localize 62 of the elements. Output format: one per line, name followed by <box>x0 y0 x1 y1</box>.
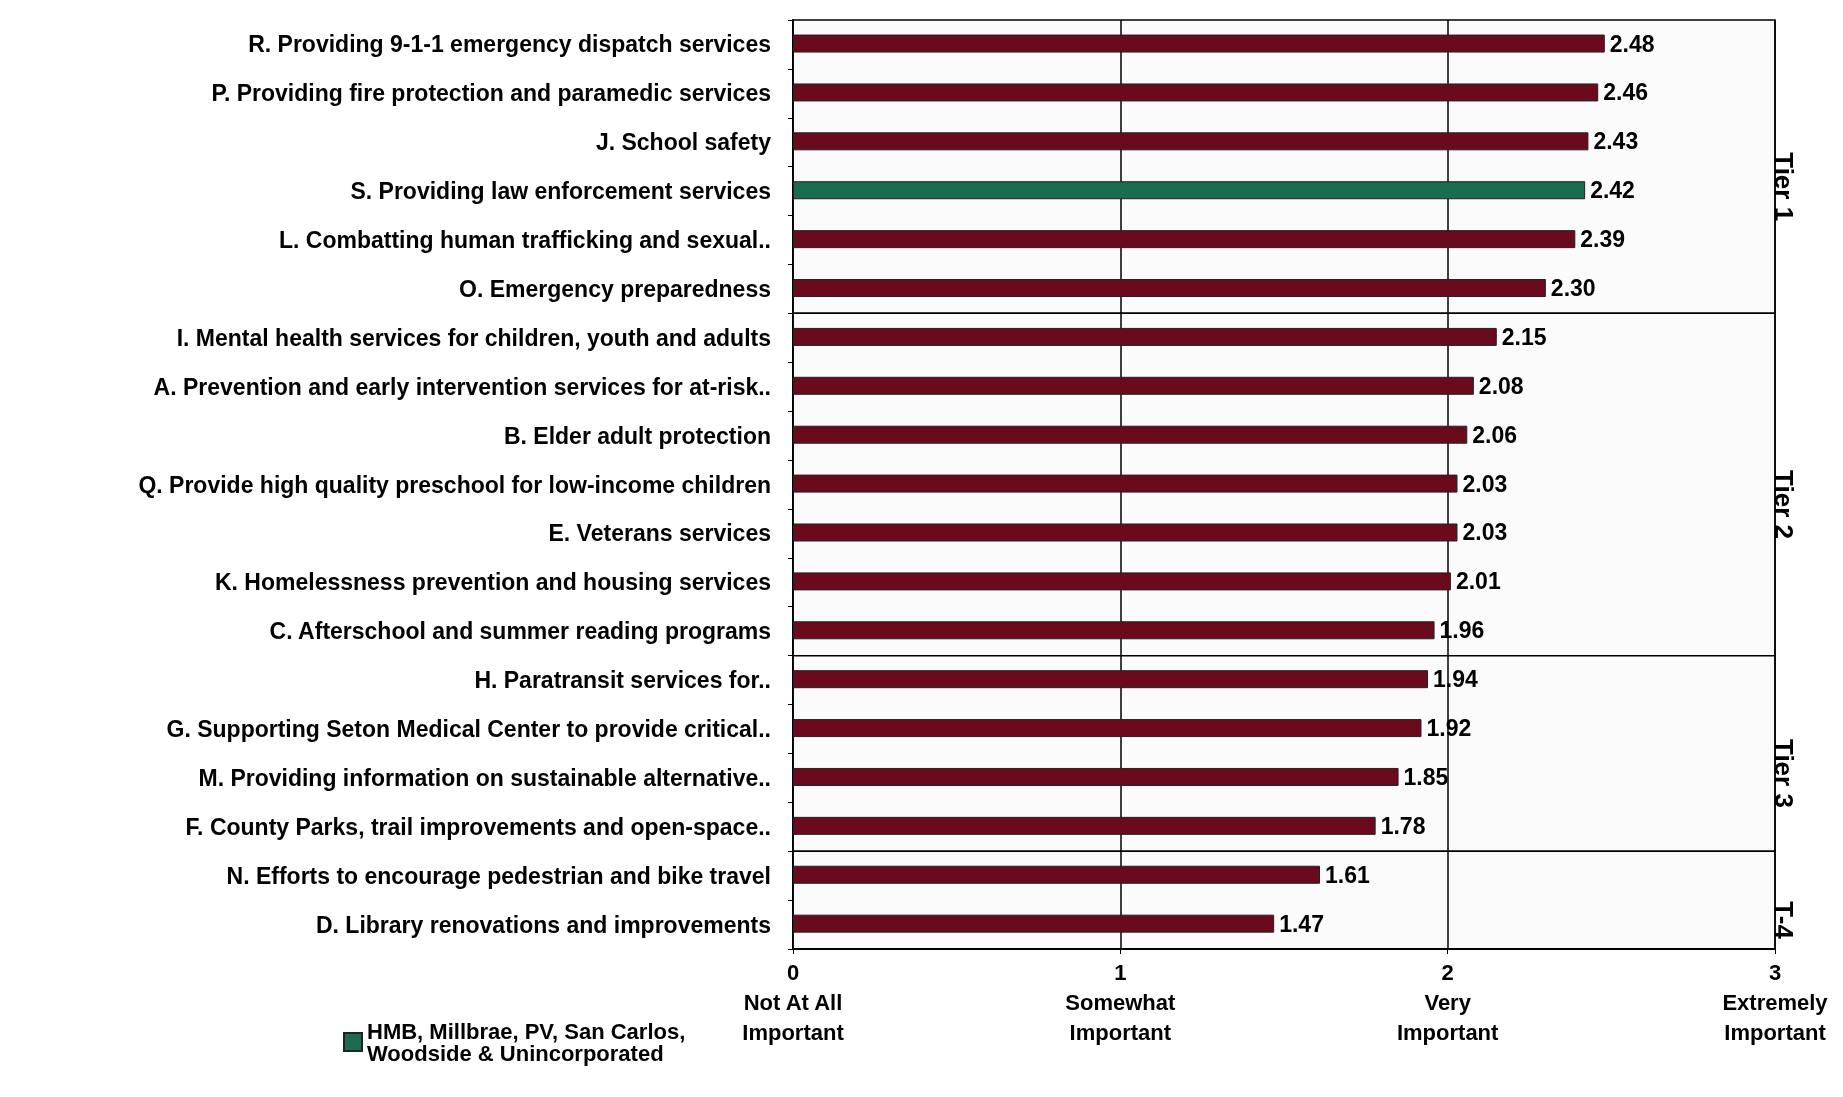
bar <box>793 34 1605 53</box>
bar <box>793 279 1546 298</box>
y-tick-label: S. Providing law enforcement services <box>350 178 771 205</box>
data-label: 2.08 <box>1478 372 1524 399</box>
y-tick-label: P. Providing fire protection and paramedic services <box>211 80 771 107</box>
x-tick-label: 1 Somewhat Important <box>1065 959 1177 1045</box>
x-tick-label: 2 Very Important <box>1396 959 1500 1045</box>
band-label: Tier 2 <box>1768 470 1799 539</box>
data-label: 2.43 <box>1593 128 1639 155</box>
data-label: 2.01 <box>1455 568 1501 595</box>
bar <box>793 523 1458 542</box>
y-tick-label: R. Providing 9-1-1 emergency dispatch services <box>248 31 771 58</box>
y-tick-label: L. Combatting human trafficking and sexual.. <box>279 227 771 254</box>
bar <box>793 767 1399 786</box>
bar <box>793 670 1429 689</box>
band-label: Tier 3 <box>1768 738 1799 808</box>
bar <box>793 230 1576 249</box>
data-label: 1.47 <box>1279 910 1324 937</box>
bar <box>793 132 1589 151</box>
data-label: 2.42 <box>1590 177 1635 204</box>
data-label: 2.06 <box>1472 421 1518 448</box>
y-tick-label: D. Library renovations and improvements <box>315 911 771 938</box>
y-tick-label: Q. Provide high quality preschool for low-income children <box>138 471 771 498</box>
legend-label: HMB, Millbrae, PV, San Carlos, Woodside & Unincorporated <box>367 1018 686 1066</box>
bar <box>793 474 1458 493</box>
band-label: T-4 <box>1768 901 1799 940</box>
data-label: 2.03 <box>1462 519 1508 546</box>
data-label: 2.39 <box>1580 226 1626 253</box>
y-tick-label: A. Prevention and early intervention services for at-risk.. <box>153 373 771 400</box>
x-tick-label: 3 Extremely Important <box>1722 959 1829 1045</box>
bar <box>793 865 1321 884</box>
y-tick-label: N. Efforts to encourage pedestrian and bike travel <box>226 862 771 889</box>
y-tick-label: F. County Parks, trail improvements and open-space.. <box>185 813 771 840</box>
x-tick-label: 0 Not At All Important <box>742 959 845 1045</box>
bar <box>793 327 1497 346</box>
y-tick-label: E. Veterans services <box>548 520 771 547</box>
y-tick-label: M. Providing information on sustainable alternative.. <box>198 764 771 791</box>
data-label: 1.61 <box>1325 861 1370 888</box>
y-tick-label: I. Mental health services for children, youth and adults <box>176 324 771 351</box>
bar <box>793 621 1435 640</box>
band-label: Tier 1 <box>1768 152 1799 222</box>
data-label: 2.48 <box>1609 30 1655 57</box>
bar <box>793 914 1275 933</box>
bar <box>793 572 1451 591</box>
y-tick-label: O. Emergency preparedness <box>459 275 771 302</box>
bar <box>793 83 1599 102</box>
data-label: 2.30 <box>1550 275 1596 302</box>
y-tick-label: G. Supporting Seton Medical Center to provide critical.. <box>166 715 771 742</box>
data-label: 1.78 <box>1380 812 1426 839</box>
bar <box>793 719 1422 738</box>
bar <box>793 425 1468 444</box>
data-label: 2.46 <box>1603 79 1649 106</box>
bar <box>793 816 1376 835</box>
y-tick-label: C. Afterschool and summer reading programs <box>269 618 771 645</box>
y-tick-label: J. School safety <box>595 129 772 156</box>
bar <box>793 376 1474 395</box>
y-tick-label: K. Homelessness prevention and housing services <box>214 569 771 596</box>
bar <box>793 181 1586 200</box>
y-tick-label: H. Paratransit services for.. <box>474 667 771 694</box>
data-label: 2.03 <box>1462 470 1508 497</box>
data-label: 2.15 <box>1501 323 1547 350</box>
y-tick-label: B. Elder adult protection <box>503 422 771 449</box>
